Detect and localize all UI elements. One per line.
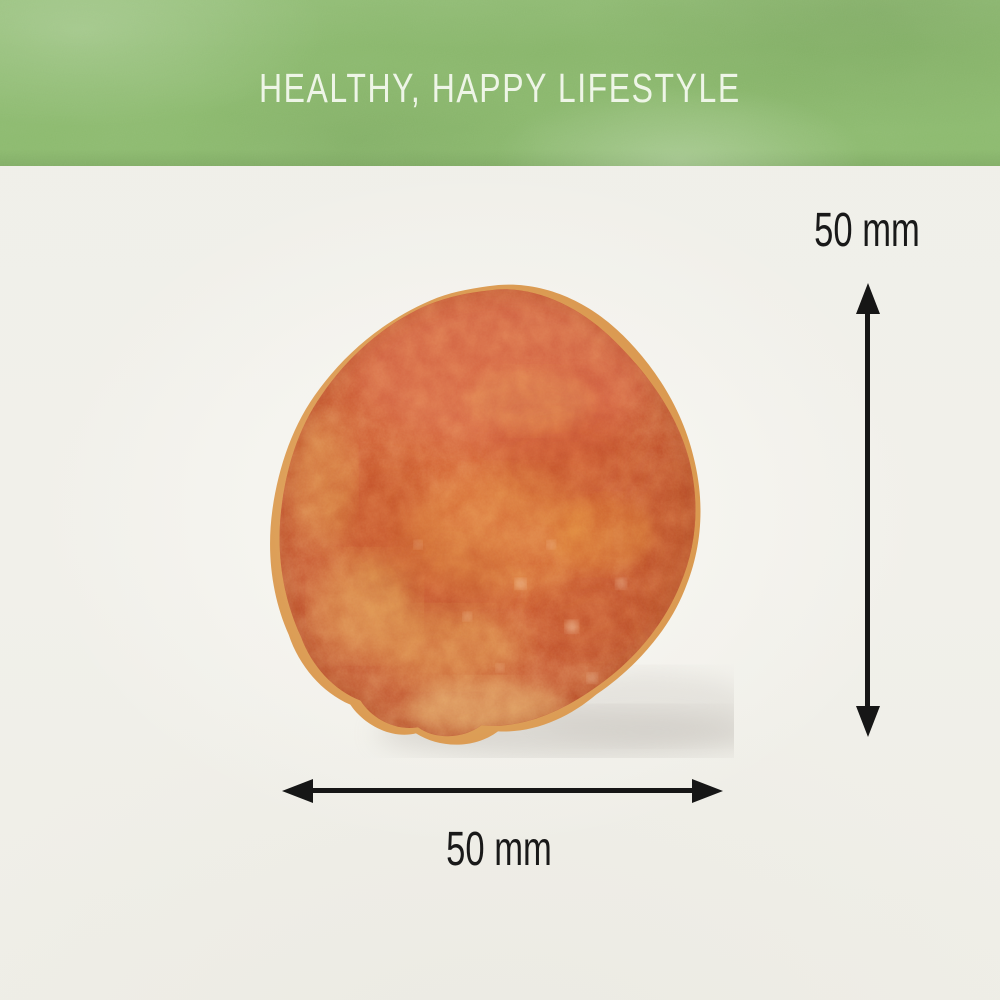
page-title-text: HEALTHY, HAPPY LIFESTYLE [259,65,741,111]
right-arrowhead-icon [692,779,723,803]
watercolor-texture [0,0,1000,166]
treat-photo [270,284,734,758]
treat-surface-detail [279,289,696,737]
width-dimension-label: 50 mm [446,823,552,876]
page-title: HEALTHY, HAPPY LIFESTYLE [0,65,1000,111]
horizontal-double-arrow-icon [306,788,699,793]
header-band: HEALTHY, HAPPY LIFESTYLE [0,0,1000,166]
down-arrowhead-icon [856,706,880,737]
vertical-double-arrow-icon [865,308,870,712]
height-dimension-label: 50 mm [814,204,920,257]
